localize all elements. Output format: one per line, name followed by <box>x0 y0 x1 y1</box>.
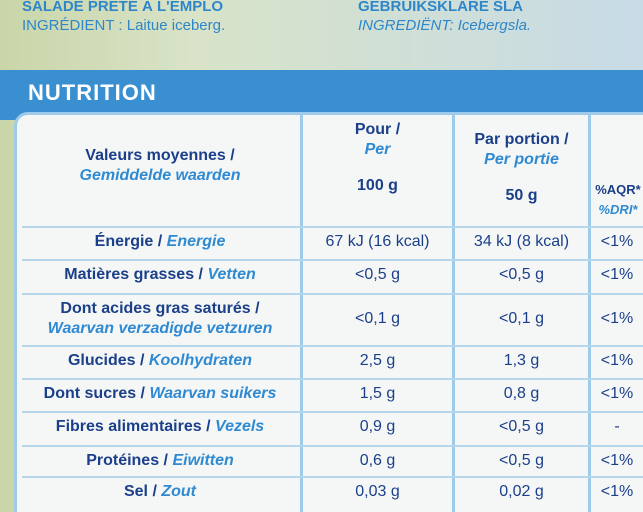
text: Sel / <box>123 483 157 500</box>
value-100g: 0,9 g <box>359 418 396 435</box>
row-label: Dont sucres / Waarvan suikers <box>20 384 300 404</box>
head-col2: Par portion / Per portie 50 g <box>455 130 588 206</box>
text: Par portion / <box>474 131 569 148</box>
value-portion: 1,3 g <box>503 352 540 369</box>
value-portion: <0,5 g <box>499 418 544 435</box>
text: %DRI* <box>598 202 638 217</box>
value-portion: <0,5 g <box>499 452 544 469</box>
value-portion: 0,8 g <box>503 385 540 402</box>
divider <box>588 115 591 512</box>
section-title: NUTRITION <box>28 80 157 105</box>
text: %AQR* <box>595 182 641 197</box>
text: Waarvan verzadigde vetzuren <box>47 320 273 337</box>
value-ri: <1% <box>600 233 634 250</box>
value-portion: <0,5 g <box>499 266 544 283</box>
text: Gemiddelde waarden <box>79 167 241 184</box>
row-line <box>22 445 643 447</box>
value-portion: 0,02 g <box>499 483 544 500</box>
value-100g: 0,03 g <box>355 483 400 500</box>
section-band <box>0 70 643 120</box>
text: 50 g <box>505 187 538 204</box>
row-line <box>22 411 643 413</box>
text: Vetten <box>207 266 256 283</box>
text: Dont sucres / <box>43 385 145 402</box>
value-ri: <1% <box>600 352 634 369</box>
right-ingredient: INGREDIËNT: Icebergsla. <box>358 17 532 34</box>
text: Valeurs moyennes / <box>85 147 235 164</box>
value-100g: <0,1 g <box>355 310 400 327</box>
divider <box>300 115 303 512</box>
divider <box>452 115 455 512</box>
value-100g: 2,5 g <box>359 352 396 369</box>
row-label: Protéines / Eiwitten <box>20 451 300 471</box>
value-portion: 34 kJ (8 kcal) <box>473 233 570 250</box>
text: Glucides / <box>67 352 145 369</box>
text: Zout <box>161 483 196 500</box>
row-label: Dont acides gras saturés / Waarvan verzad… <box>20 299 300 339</box>
head-label: Valeurs moyennes / Gemiddelde waarden <box>20 146 300 186</box>
value-ri: <1% <box>600 385 634 402</box>
text: Koolhydraten <box>148 352 253 369</box>
head-col1: Pour / Per 100 g <box>303 120 452 196</box>
value-ri: <1% <box>600 452 634 469</box>
row-line <box>22 476 643 478</box>
row-line <box>22 293 643 295</box>
row-line <box>22 226 643 228</box>
right-title: GEBRUIKSKLARE SLA <box>358 0 524 15</box>
text: Énergie / <box>94 233 163 250</box>
row-line <box>22 259 643 261</box>
value-100g: 67 kJ (16 kcal) <box>325 233 430 250</box>
text: Fibres alimentaires / <box>55 418 211 435</box>
value-portion: <0,1 g <box>499 310 544 327</box>
value-100g: <0,5 g <box>355 266 400 283</box>
value-ri: <1% <box>600 310 634 327</box>
text: Pour / <box>354 121 401 138</box>
text: Matières grasses / <box>64 266 203 283</box>
text: Waarvan suikers <box>149 385 277 402</box>
left-ingredient: INGRÉDIENT : Laitue iceberg. <box>22 17 226 34</box>
value-ri: - <box>614 418 620 435</box>
text: Vezels <box>214 418 265 435</box>
row-label: Glucides / Koolhydraten <box>20 351 300 371</box>
left-title: SALADE PRÊTE À L'EMPLO <box>22 0 224 15</box>
value-ri: <1% <box>600 266 634 283</box>
text: 100 g <box>357 177 398 194</box>
value-ri: <1% <box>600 483 634 500</box>
row-label: Matières grasses / Vetten <box>20 265 300 285</box>
text: Protéines / <box>86 452 168 469</box>
row-label: Fibres alimentaires / Vezels <box>20 417 300 437</box>
text: Per portie <box>484 151 559 168</box>
value-100g: 0,6 g <box>359 452 396 469</box>
text: Dont acides gras saturés / <box>60 300 260 317</box>
row-label: Sel / Zout <box>20 482 300 502</box>
row-line <box>22 378 643 380</box>
value-100g: 1,5 g <box>359 385 396 402</box>
text: Per <box>364 141 391 158</box>
text: Eiwitten <box>172 452 234 469</box>
row-line <box>22 345 643 347</box>
head-col3: %AQR* %DRI* <box>588 180 643 220</box>
row-label: Énergie / Energie <box>20 232 300 252</box>
text: Energie <box>166 233 226 250</box>
